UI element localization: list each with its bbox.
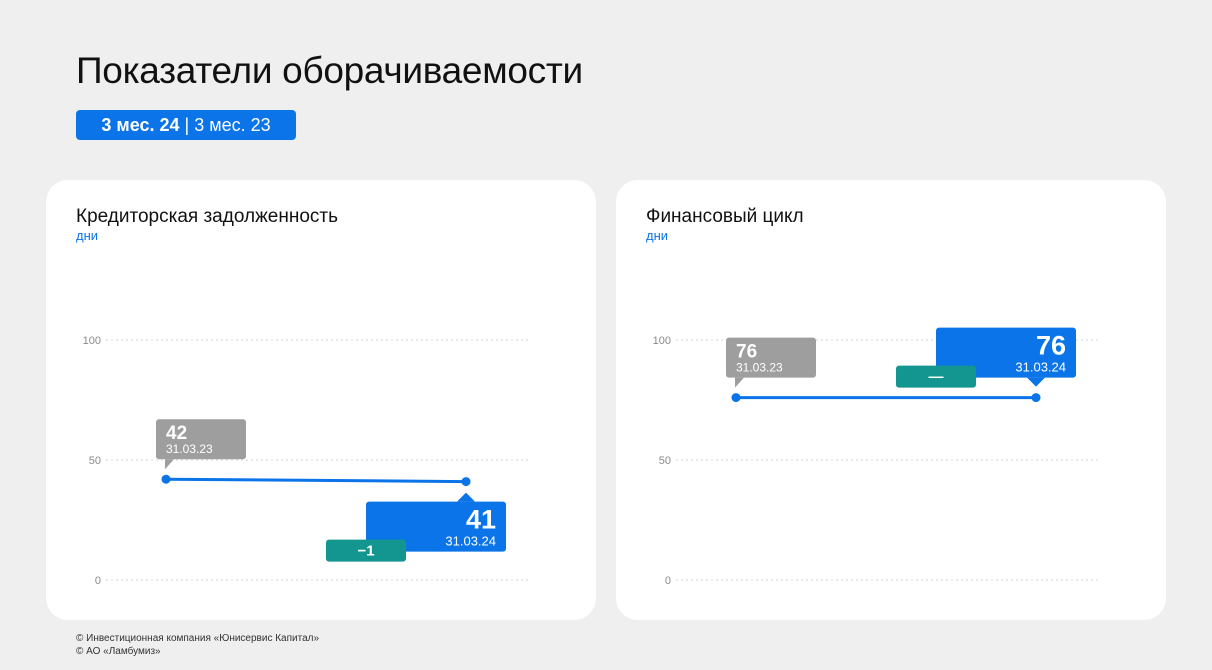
delta-badge: —: [896, 365, 976, 388]
footer-copyright-1: © Инвестиционная компания «Юнисервис Кап…: [76, 633, 320, 644]
delta-badge-value: —: [929, 369, 944, 386]
callout-current-pointer: [1027, 377, 1045, 387]
data-point: [731, 393, 741, 403]
callout-current-date: 31.03.24: [1015, 360, 1066, 375]
delta-badge-box: [326, 539, 406, 562]
chart-card-accounts-payable: Кредиторская задолженность дни 0 50 100 42 3…: [46, 180, 596, 620]
data-point: [461, 477, 471, 487]
callout-prior-value: 42: [166, 423, 187, 444]
period-selector[interactable]: 3 мес. 24 | 3 мес. 23: [76, 110, 296, 140]
callout-prior-box: [726, 337, 816, 378]
period-other[interactable]: 3 мес. 23: [194, 114, 271, 135]
y-tick-label: 0: [665, 575, 671, 587]
callout-prior-date: 31.03.23: [166, 442, 213, 456]
chart-title: Кредиторская задолженность: [76, 206, 339, 227]
callout-prior-box: [156, 419, 246, 460]
callout-current-pointer: [457, 492, 475, 502]
callout-current-value: 76: [1036, 331, 1066, 361]
delta-badge-box: [896, 365, 976, 388]
callout-prior-value: 76: [736, 342, 757, 363]
data-point: [1031, 393, 1041, 403]
callout-current-box: [366, 501, 506, 552]
y-tick-label: 50: [89, 455, 101, 467]
delta-badge: −1: [326, 539, 406, 562]
y-tick-label: 100: [653, 335, 671, 347]
chart-card-financial-cycle: Финансовый цикл дни 0 50 100 76 31.03.23 76 31…: [616, 180, 1166, 620]
callout-current-box: [936, 327, 1076, 378]
chart-unit: дни: [646, 228, 669, 243]
y-tick-label: 50: [659, 455, 671, 467]
callout-prior-pointer: [165, 459, 174, 470]
delta-badge-value: −1: [357, 543, 374, 560]
period-separator: |: [184, 114, 190, 135]
chart-title: Финансовый цикл: [646, 206, 804, 227]
callout-prior-pointer: [735, 377, 744, 388]
callout-current-date: 31.03.24: [445, 534, 496, 549]
footer-copyright-2: © АО «Ламбумиз»: [76, 646, 161, 657]
series-line: [165, 477, 467, 484]
callout-current-value: 41: [466, 505, 496, 535]
callout-prior-date: 31.03.23: [736, 361, 783, 375]
y-tick-label: 0: [95, 575, 101, 587]
footer: © Инвестиционная компания «Юнисервис Кап…: [76, 632, 319, 658]
y-tick-label: 100: [83, 335, 101, 347]
data-point: [161, 474, 171, 484]
page-title: Показатели оборачиваемости: [76, 50, 583, 91]
period-active[interactable]: 3 мес. 24: [101, 114, 180, 135]
chart-unit: дни: [76, 228, 99, 243]
